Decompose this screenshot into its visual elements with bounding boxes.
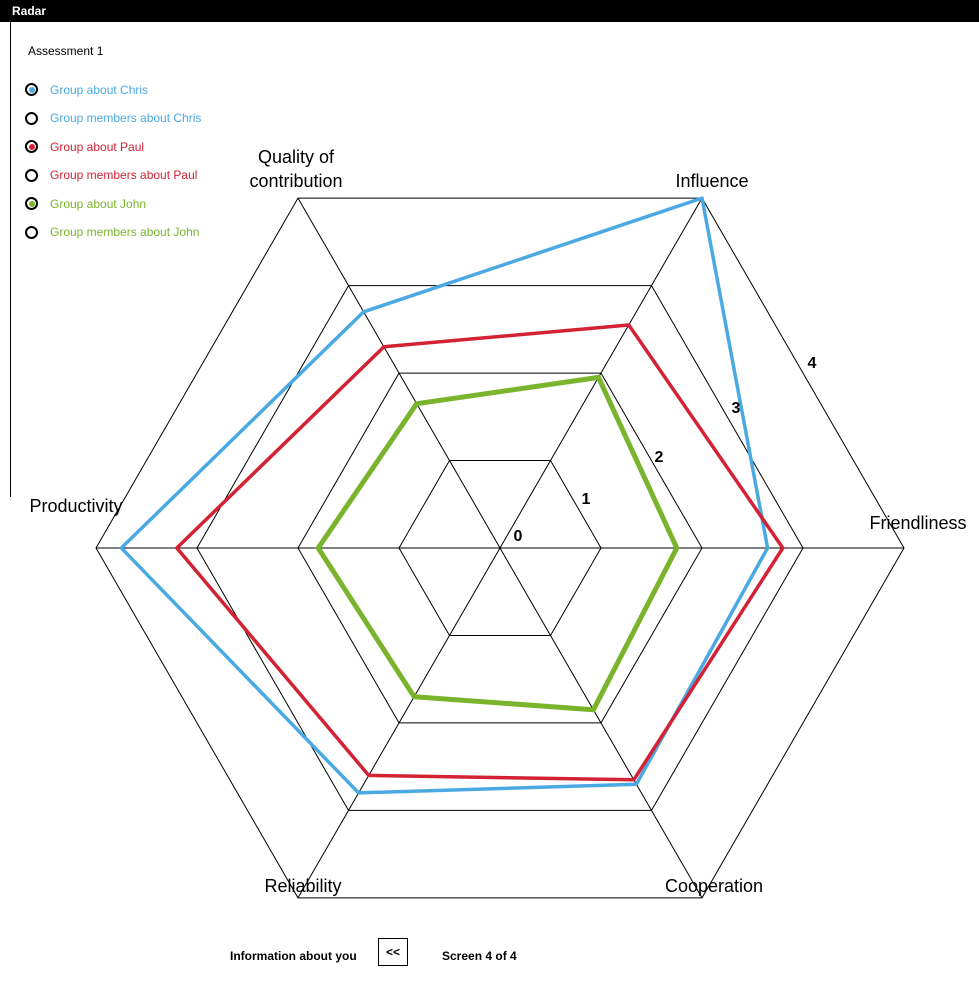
legend-label: Group members about Paul — [50, 168, 198, 182]
radio-button[interactable] — [25, 140, 38, 153]
legend-label: Group members about Chris — [50, 111, 202, 125]
series-legend: Group about Chris Group members about Ch… — [25, 80, 201, 251]
grid-spoke — [499, 547, 703, 899]
axis-label: Productivity — [29, 496, 122, 516]
legend-label: Group members about John — [50, 225, 200, 239]
ring-tick-label: 4 — [808, 355, 817, 372]
axis-label: Friendliness — [869, 513, 966, 533]
radio-button[interactable] — [25, 111, 38, 125]
window-title: Radar — [0, 0, 979, 22]
legend-label: Group about Paul — [50, 139, 145, 154]
assessment-label: Assessment 1 — [28, 44, 104, 58]
ring-tick-label: 0 — [514, 528, 523, 545]
series-polygon — [315, 374, 680, 713]
back-button[interactable]: << — [378, 938, 408, 966]
axis-label: Cooperation — [665, 876, 763, 896]
legend-item-group-about-chris[interactable]: Group about Chris — [25, 80, 201, 99]
radio-button[interactable] — [25, 197, 38, 210]
screen-indicator: Screen 4 of 4 — [442, 949, 517, 963]
grid-spoke — [297, 547, 501, 899]
legend-label: Group about Chris — [50, 82, 149, 97]
radio-button[interactable] — [25, 83, 38, 96]
legend-item-group-members-about-john[interactable]: Group members about John — [25, 223, 201, 242]
legend-label: Group about John — [50, 196, 147, 211]
series-polygon — [119, 196, 770, 795]
axis-label: Influence — [675, 171, 748, 191]
grid-spoke — [297, 197, 501, 549]
radio-dot — [28, 86, 35, 93]
information-about-you-label: Information about you — [230, 949, 357, 963]
radio-dot — [28, 143, 35, 150]
legend-item-group-members-about-chris[interactable]: Group members about Chris — [25, 109, 201, 128]
ring-tick-label: 2 — [655, 449, 664, 466]
axis-label: Reliability — [264, 876, 341, 896]
series-polygon — [175, 323, 785, 782]
axis-label: Quality of contribution — [249, 147, 342, 191]
radio-button[interactable] — [25, 225, 38, 239]
grid-spoke — [499, 197, 703, 549]
legend-item-group-members-about-paul[interactable]: Group members about Paul — [25, 166, 201, 185]
radio-button[interactable] — [25, 168, 38, 182]
ring-tick-label: 1 — [582, 491, 591, 508]
ring-tick-label: 3 — [732, 400, 741, 417]
legend-item-group-about-john[interactable]: Group about John — [25, 194, 201, 213]
radio-dot — [28, 200, 35, 207]
legend-item-group-about-paul[interactable]: Group about Paul — [25, 137, 201, 156]
panel-divider — [10, 22, 11, 497]
